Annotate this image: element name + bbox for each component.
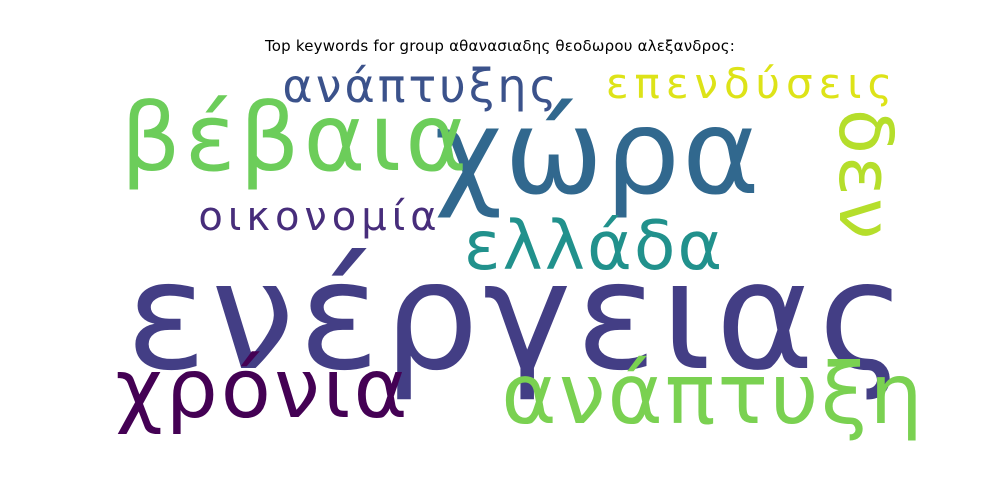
- word-1: χώρα: [434, 83, 762, 221]
- word-4: χρόνια: [115, 342, 410, 437]
- word-0: ενέργειας: [126, 230, 911, 404]
- word-7: ανάπτυξης: [282, 59, 559, 113]
- word-2: βέβαια: [121, 84, 472, 193]
- word-5: ελλάδα: [464, 207, 725, 286]
- word-6: δεν: [822, 109, 908, 242]
- word-3: ανάπτυξη: [501, 345, 925, 443]
- word-8: επενδύσεις: [606, 59, 898, 108]
- chart-title: Top keywords for group αθανασιαδης θεοδω…: [264, 37, 736, 55]
- word-9: οικονομία: [198, 194, 441, 240]
